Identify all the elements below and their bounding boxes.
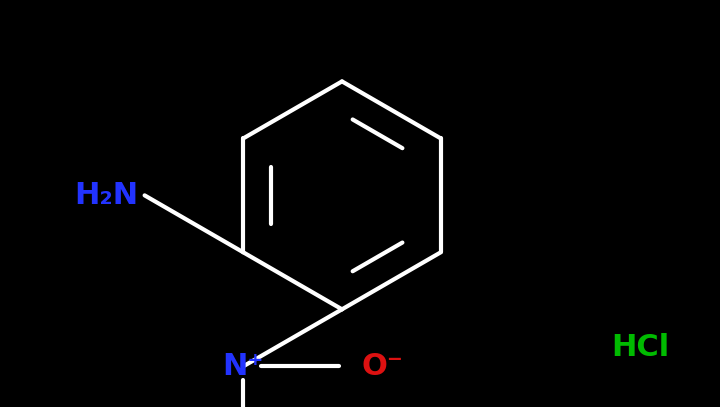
Text: N⁺: N⁺ [222, 352, 264, 381]
Text: O⁻: O⁻ [361, 352, 403, 381]
Text: HCl: HCl [611, 333, 669, 361]
Text: H₂N: H₂N [74, 181, 139, 210]
